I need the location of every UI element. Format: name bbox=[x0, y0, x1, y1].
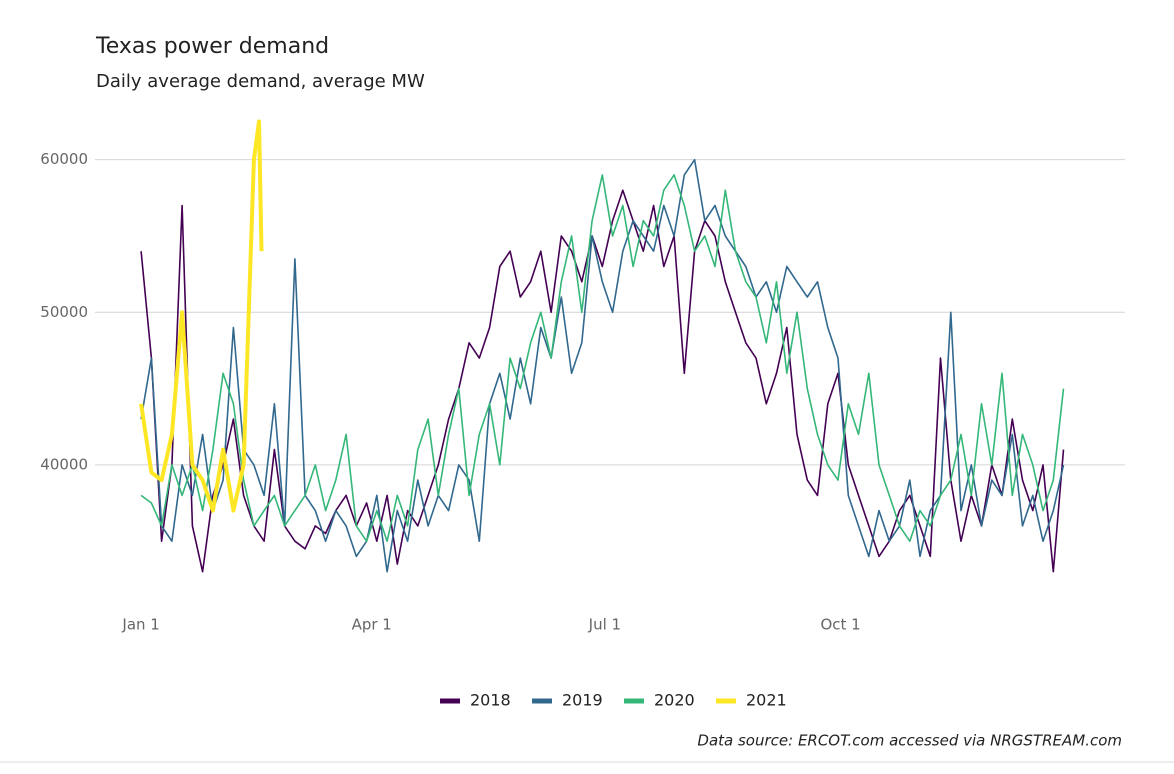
y-tick-label: 60000 bbox=[40, 150, 88, 168]
x-tick-label: Apr 1 bbox=[352, 616, 392, 634]
legend-label: 2018 bbox=[470, 691, 511, 710]
series-line bbox=[139, 119, 264, 513]
source-note: Data source: ERCOT.com accessed via NRGS… bbox=[697, 732, 1122, 750]
legend-label: 2020 bbox=[654, 691, 695, 710]
x-tick-label: Jul 1 bbox=[588, 616, 621, 634]
series-line bbox=[140, 174, 1065, 542]
chart-subtitle: Daily average demand, average MW bbox=[96, 71, 425, 92]
y-tick-label: 50000 bbox=[40, 303, 88, 321]
series-line bbox=[140, 189, 1065, 573]
x-tick-label: Oct 1 bbox=[820, 616, 860, 634]
series-line bbox=[140, 158, 1065, 573]
x-tick-label: Jan 1 bbox=[121, 616, 159, 634]
chart-title: Texas power demand bbox=[95, 34, 329, 59]
legend-label: 2021 bbox=[746, 691, 787, 710]
legend-label: 2019 bbox=[562, 691, 603, 710]
y-tick-label: 40000 bbox=[40, 455, 88, 473]
